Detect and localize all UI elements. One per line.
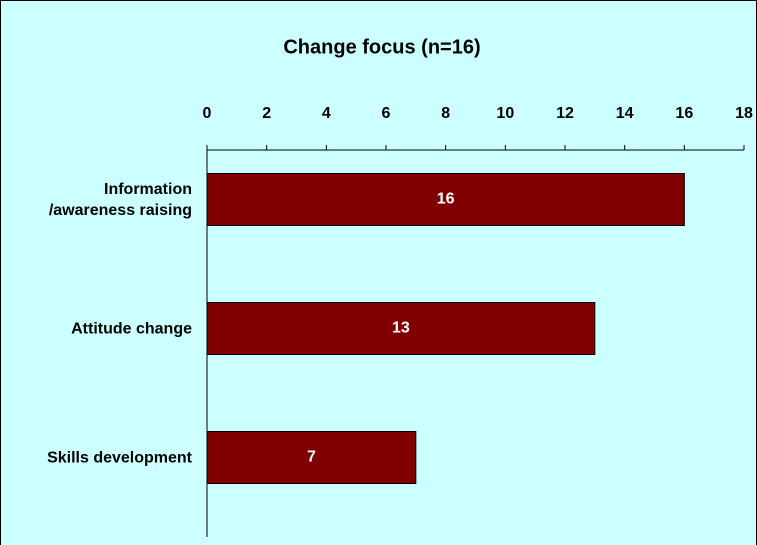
y-tick-label: Information /awareness raising: [48, 180, 192, 219]
x-tick-label: 12: [556, 105, 574, 122]
y-tick-label: Skills development: [47, 449, 192, 466]
bar: [206, 173, 685, 226]
x-tick-label: 6: [382, 105, 391, 122]
x-tick-label: 4: [322, 105, 331, 122]
x-tick-label: 10: [496, 105, 514, 122]
chart-title: Change focus (n=16): [283, 36, 480, 58]
data-label: 13: [392, 320, 410, 337]
y-tick-label: Attitude change: [71, 320, 192, 337]
x-tick-label: 16: [675, 105, 693, 122]
x-tick-label: 14: [616, 105, 634, 122]
data-label: 7: [307, 449, 316, 466]
data-label: 16: [437, 191, 455, 208]
bar: [206, 302, 596, 355]
x-tick-label: 0: [203, 105, 212, 122]
bar: [206, 431, 417, 484]
x-tick-label: 8: [441, 105, 450, 122]
x-tick-label: 2: [262, 105, 271, 122]
x-tick-label: 18: [735, 105, 753, 122]
